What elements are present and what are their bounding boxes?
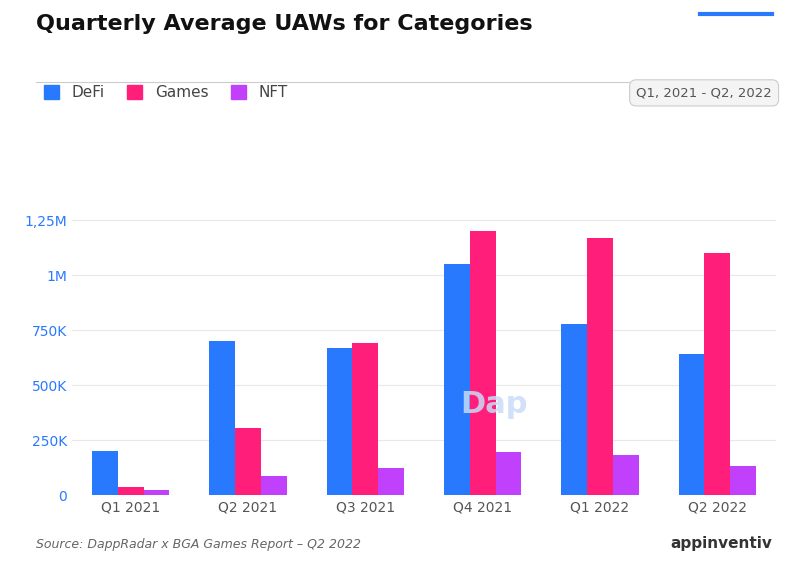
Bar: [378, 468, 404, 495]
Bar: [562, 324, 587, 495]
Bar: [326, 348, 353, 495]
Bar: [210, 341, 235, 495]
Bar: [444, 264, 470, 495]
Bar: [613, 455, 638, 495]
Bar: [118, 486, 143, 495]
Bar: [678, 355, 705, 495]
Bar: [261, 476, 286, 495]
Text: Source: DappRadar x BGA Games Report – Q2 2022: Source: DappRadar x BGA Games Report – Q…: [36, 538, 361, 551]
Bar: [495, 453, 522, 495]
Bar: [705, 253, 730, 495]
Bar: [235, 428, 261, 495]
Legend: DeFi, Games, NFT: DeFi, Games, NFT: [44, 86, 288, 100]
Bar: [92, 452, 118, 495]
Bar: [353, 343, 378, 495]
Text: Dap: Dap: [461, 390, 528, 419]
Bar: [470, 231, 495, 495]
Text: Q1, 2021 - Q2, 2022: Q1, 2021 - Q2, 2022: [636, 86, 772, 100]
Bar: [587, 238, 613, 495]
Bar: [143, 490, 170, 495]
Text: appinventiv: appinventiv: [670, 535, 772, 551]
Bar: [730, 466, 756, 495]
Text: Quarterly Average UAWs for Categories: Quarterly Average UAWs for Categories: [36, 14, 533, 34]
